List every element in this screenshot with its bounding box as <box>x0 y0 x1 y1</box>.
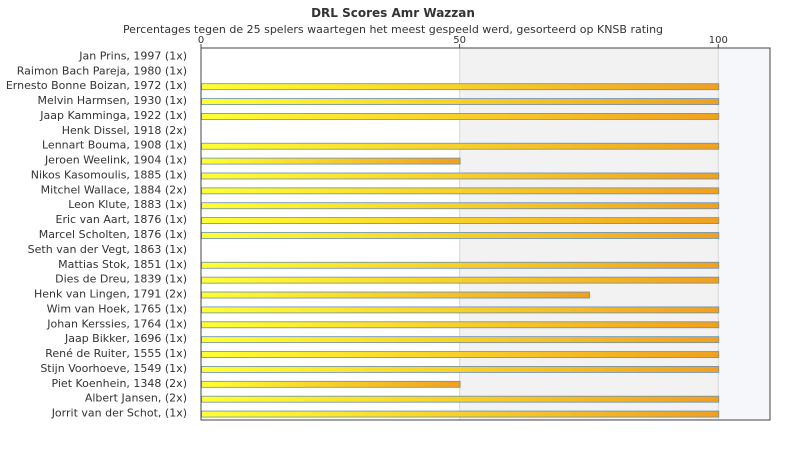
category-label: Mattias Stok, 1851 (1x) <box>58 258 187 271</box>
bar <box>201 142 720 150</box>
category-label: Lennart Bouma, 1908 (1x) <box>42 139 187 152</box>
category-label: Seth van der Vegt, 1863 (1x) <box>28 243 187 256</box>
bar <box>201 276 720 284</box>
bar <box>201 395 720 403</box>
bar <box>201 232 720 239</box>
x-tick-label: 100 <box>709 35 728 46</box>
bar <box>201 261 720 269</box>
bars <box>201 83 720 418</box>
category-label: Albert Jansen, (2x) <box>85 392 187 405</box>
category-label: René de Ruiter, 1555 (1x) <box>45 347 187 360</box>
category-label: Jeroen Weelink, 1904 (1x) <box>44 154 187 167</box>
chart-title: DRL Scores Amr Wazzan <box>311 6 475 20</box>
category-labels: Jan Prins, 1997 (1x) Raimon Bach Pareja, … <box>6 49 187 419</box>
bar <box>201 83 720 91</box>
x-tick-label: 50 <box>453 35 466 46</box>
bar <box>201 217 720 225</box>
category-label: Dies de Dreu, 1839 (1x) <box>55 273 187 286</box>
bar <box>201 157 461 165</box>
category-label: Raimon Bach Pareja, 1980 (1x) <box>17 64 187 77</box>
bar <box>201 410 720 418</box>
bar <box>201 187 720 195</box>
category-label: Melvin Harmsen, 1930 (1x) <box>38 94 187 107</box>
category-label: Jaap Kamminga, 1922 (1x) <box>39 109 187 122</box>
bar <box>201 202 720 210</box>
bar <box>201 336 720 344</box>
bar <box>201 351 720 358</box>
bar <box>201 291 590 299</box>
category-label: Henk Dissel, 1918 (2x) <box>62 124 187 137</box>
x-tick-label: 0 <box>198 35 204 46</box>
category-label: Eric van Aart, 1876 (1x) <box>56 213 187 226</box>
category-label: Leon Klute, 1883 (1x) <box>68 198 187 211</box>
category-label: Marcel Scholten, 1876 (1x) <box>39 228 187 241</box>
bar <box>201 366 720 373</box>
bar <box>201 113 720 120</box>
plot-frame <box>200 47 771 421</box>
bar <box>201 172 720 180</box>
bar <box>201 98 720 105</box>
category-label: Mitchel Wallace, 1884 (2x) <box>41 183 187 196</box>
category-label: Ernesto Bonne Boizan, 1972 (1x) <box>6 79 187 92</box>
axes <box>200 47 771 421</box>
category-label: Johan Kerssies, 1764 (1x) <box>46 317 187 330</box>
category-label: Stijn Voorhoeve, 1549 (1x) <box>40 362 187 375</box>
band-100-plus <box>718 48 770 420</box>
bar <box>201 306 720 314</box>
bar <box>201 380 461 388</box>
bar <box>201 321 720 329</box>
category-label: Nikos Kasomoulis, 1885 (1x) <box>31 168 187 181</box>
chart-subtitle: Percentages tegen de 25 spelers waartege… <box>123 23 663 36</box>
category-label: Jaap Bikker, 1696 (1x) <box>64 332 187 345</box>
category-label: Jorrit van der Schot, (1x) <box>51 407 187 420</box>
x-tick-labels: 0 50 100 <box>198 35 728 46</box>
category-label: Jan Prins, 1997 (1x) <box>78 49 187 62</box>
category-label: Wim van Hoek, 1765 (1x) <box>47 302 187 315</box>
category-label: Henk van Lingen, 1791 (2x) <box>34 288 187 301</box>
category-label: Piet Koenhein, 1348 (2x) <box>51 377 187 390</box>
